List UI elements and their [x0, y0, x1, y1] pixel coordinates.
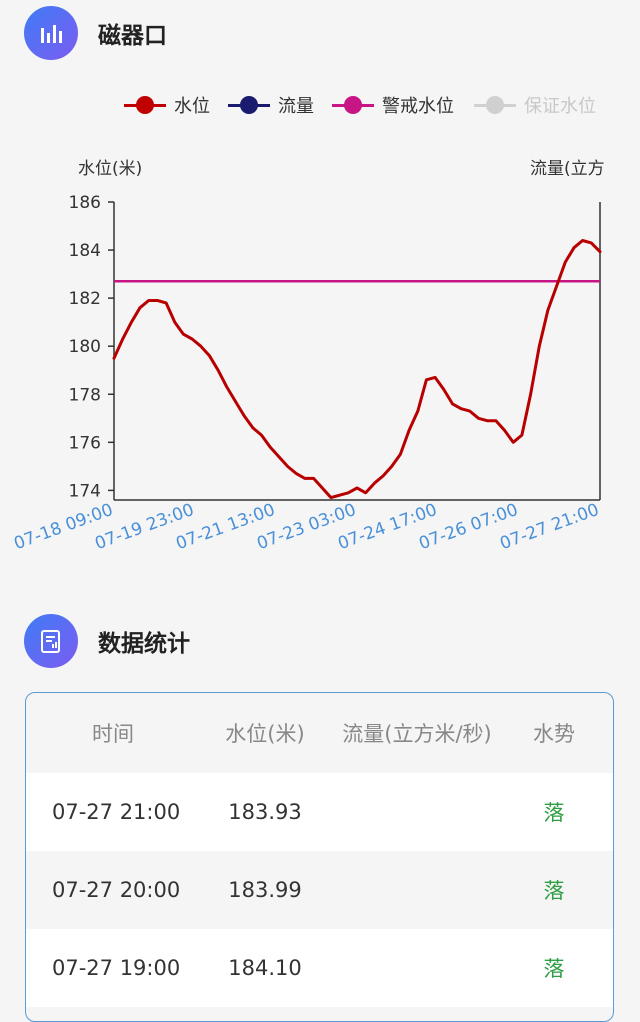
cell-time: 07-27 20:00	[52, 878, 181, 902]
cell-level: 183.99	[228, 878, 302, 902]
chart-legend: 水位 流量 警戒水位 保证水位	[0, 92, 640, 118]
y-axis-title-left: 水位(米)	[78, 159, 142, 179]
legend-label: 流量	[278, 96, 314, 117]
series-line-water-level	[112, 239, 602, 500]
col-header-flow: 流量(立方米/秒)	[342, 722, 492, 746]
table-row[interactable]: 07-27 21:00 183.93 落	[26, 773, 613, 851]
cell-level: 184.10	[228, 956, 302, 980]
cell-level: 183.93	[228, 800, 302, 824]
col-header-level: 水位(米)	[225, 722, 305, 746]
legend-item-flow[interactable]: 流量	[228, 92, 314, 118]
cell-trend: 落	[543, 957, 565, 981]
report-icon	[24, 614, 78, 668]
cell-trend: 落	[543, 801, 565, 825]
y-tick-label: 176	[69, 433, 101, 453]
stats-table: 时间 水位(米) 流量(立方米/秒) 水势 07-27 21:00 183.93…	[25, 692, 614, 1022]
stats-title: 数据统计	[98, 631, 190, 657]
y-tick-label: 178	[69, 385, 101, 405]
table-row[interactable]: 07-27 19:00 184.10 落	[26, 929, 613, 1007]
cell-trend: 落	[543, 879, 565, 903]
table-row[interactable]: 07-27 20:00 183.99 落	[26, 851, 613, 929]
station-header: 磁器口	[24, 6, 167, 60]
col-header-time: 时间	[92, 722, 134, 746]
cell-time: 07-27 21:00	[52, 800, 181, 824]
legend-label: 警戒水位	[382, 96, 454, 117]
y-axis-title-right: 流量(立方	[530, 159, 605, 179]
legend-label: 水位	[174, 96, 210, 117]
chart-bars-icon	[24, 6, 78, 60]
legend-item-warning-level[interactable]: 警戒水位	[332, 92, 454, 118]
legend-label: 保证水位	[524, 96, 596, 117]
legend-item-water-level[interactable]: 水位	[124, 92, 210, 118]
cell-time: 07-27 19:00	[52, 956, 181, 980]
y-tick-label: 182	[69, 289, 101, 309]
legend-dot	[136, 96, 154, 114]
y-tick-label: 184	[69, 241, 101, 261]
stats-header: 数据统计	[24, 614, 190, 668]
y-tick-label: 174	[69, 481, 101, 501]
station-title: 磁器口	[98, 23, 167, 49]
y-tick-label: 180	[69, 337, 101, 357]
legend-item-guarantee-level[interactable]: 保证水位	[474, 92, 596, 118]
table-header: 时间 水位(米) 流量(立方米/秒) 水势	[26, 693, 613, 773]
y-tick-label: 186	[69, 193, 101, 213]
col-header-trend: 水势	[533, 722, 575, 746]
